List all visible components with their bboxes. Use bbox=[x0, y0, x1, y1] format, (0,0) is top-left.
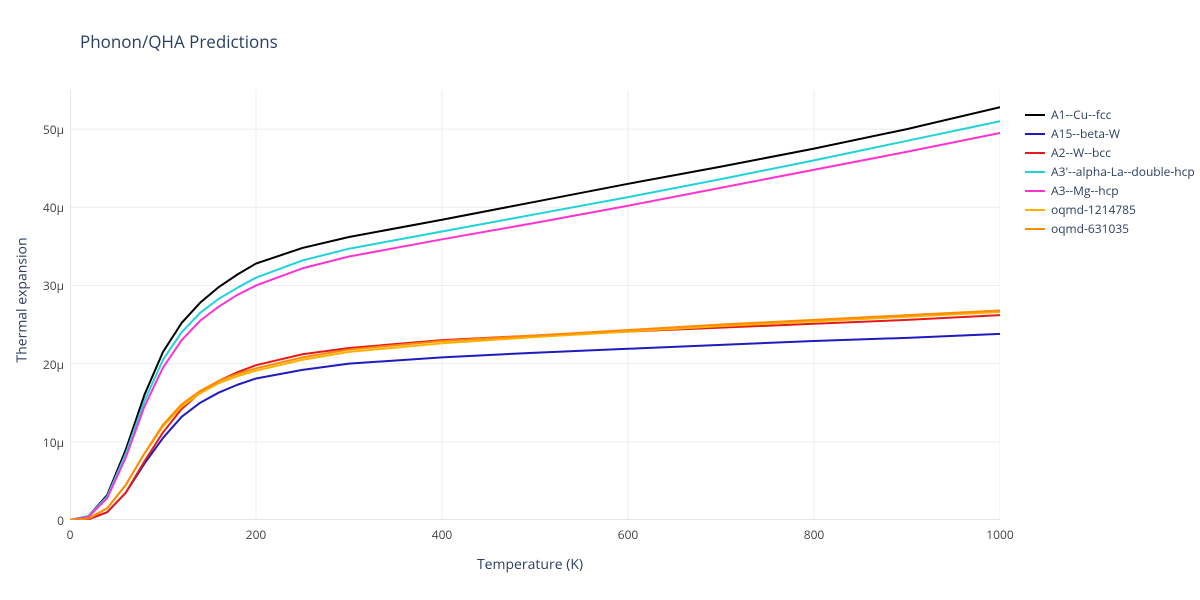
legend-item[interactable]: A1--Cu--fcc bbox=[1025, 105, 1195, 124]
legend-label: oqmd-1214785 bbox=[1051, 201, 1136, 218]
series-line[interactable] bbox=[70, 121, 1000, 520]
series-line[interactable] bbox=[70, 133, 1000, 520]
x-tick-label: 1000 bbox=[980, 526, 1020, 543]
legend-label: A2--W--bcc bbox=[1051, 144, 1111, 161]
x-axis-label: Temperature (K) bbox=[477, 555, 583, 574]
series-line[interactable] bbox=[70, 310, 1000, 520]
y-tick-label: 20μ bbox=[14, 356, 64, 373]
legend-label: A3--Mg--hcp bbox=[1051, 182, 1119, 199]
series-line[interactable] bbox=[70, 334, 1000, 520]
legend-swatch bbox=[1025, 171, 1045, 173]
legend-label: A3'--alpha-La--double-hcp bbox=[1051, 163, 1195, 180]
legend-item[interactable]: A3'--alpha-La--double-hcp bbox=[1025, 162, 1195, 181]
legend-item[interactable]: oqmd-631035 bbox=[1025, 219, 1195, 238]
y-axis-label: Thermal expansion bbox=[13, 237, 32, 362]
x-tick-label: 400 bbox=[422, 526, 462, 543]
y-tick-label: 10μ bbox=[14, 434, 64, 451]
y-tick-label: 50μ bbox=[14, 121, 64, 138]
legend-swatch bbox=[1025, 114, 1045, 116]
legend-label: A1--Cu--fcc bbox=[1051, 106, 1111, 123]
legend: A1--Cu--fcc A15--beta-W A2--W--bcc A3'--alp… bbox=[1025, 105, 1195, 238]
y-tick-label: 30μ bbox=[14, 277, 64, 294]
legend-item[interactable]: A2--W--bcc bbox=[1025, 143, 1195, 162]
series-line[interactable] bbox=[70, 312, 1000, 520]
legend-item[interactable]: A15--beta-W bbox=[1025, 124, 1195, 143]
legend-swatch bbox=[1025, 152, 1045, 154]
legend-item[interactable]: oqmd-1214785 bbox=[1025, 200, 1195, 219]
x-tick-label: 0 bbox=[50, 526, 90, 543]
legend-swatch bbox=[1025, 228, 1045, 230]
legend-swatch bbox=[1025, 209, 1045, 211]
series-line[interactable] bbox=[70, 315, 1000, 520]
x-tick-label: 800 bbox=[794, 526, 834, 543]
chart-title: Phonon/QHA Predictions bbox=[80, 30, 278, 53]
legend-swatch bbox=[1025, 133, 1045, 135]
legend-swatch bbox=[1025, 190, 1045, 192]
x-tick-label: 600 bbox=[608, 526, 648, 543]
chart-plot-area[interactable] bbox=[70, 90, 1000, 520]
legend-item[interactable]: A3--Mg--hcp bbox=[1025, 181, 1195, 200]
x-tick-label: 200 bbox=[236, 526, 276, 543]
legend-label: oqmd-631035 bbox=[1051, 220, 1129, 237]
legend-label: A15--beta-W bbox=[1051, 125, 1120, 142]
y-tick-label: 40μ bbox=[14, 199, 64, 216]
